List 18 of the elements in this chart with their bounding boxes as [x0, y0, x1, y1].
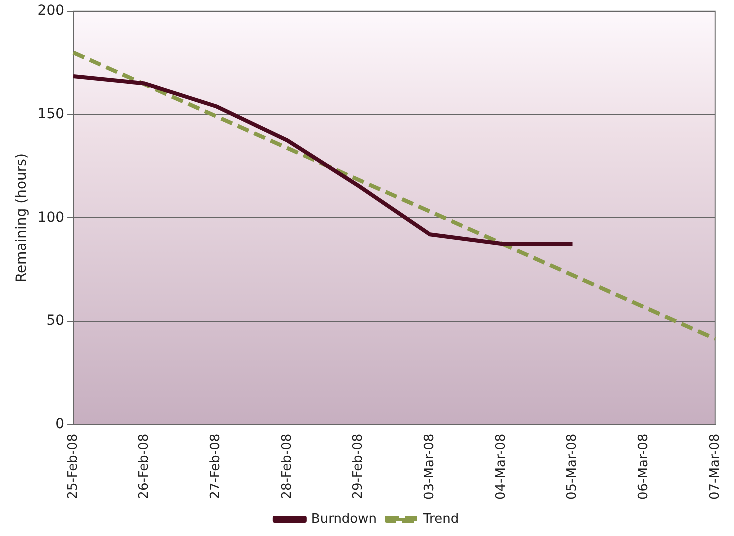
legend-label: Burndown: [311, 512, 378, 527]
x-tick-label: 28-Feb-08: [280, 434, 295, 500]
x-tick-label: 07-Mar-08: [708, 434, 723, 500]
x-tick-label: 29-Feb-08: [351, 434, 366, 500]
y-tick-label: 200: [38, 3, 65, 20]
x-tick-label: 06-Mar-08: [636, 434, 652, 500]
y-axis-title: Remaining (hours): [14, 154, 30, 283]
y-tick-label: 0: [56, 416, 65, 432]
y-tick-label: 50: [46, 313, 65, 330]
x-tick-label: 25-Feb-08: [66, 434, 81, 500]
y-tick-label: 150: [38, 106, 65, 122]
x-tick-label: 03-Mar-08: [422, 434, 438, 500]
x-tick-label: 26-Feb-08: [137, 434, 152, 500]
y-tick-label: 100: [38, 210, 65, 226]
x-tick-label: 05-Mar-08: [565, 434, 580, 500]
x-tick-label: 04-Mar-08: [494, 434, 509, 500]
legend-label: Trend: [422, 512, 460, 527]
x-tick-label: 27-Feb-08: [208, 434, 224, 500]
